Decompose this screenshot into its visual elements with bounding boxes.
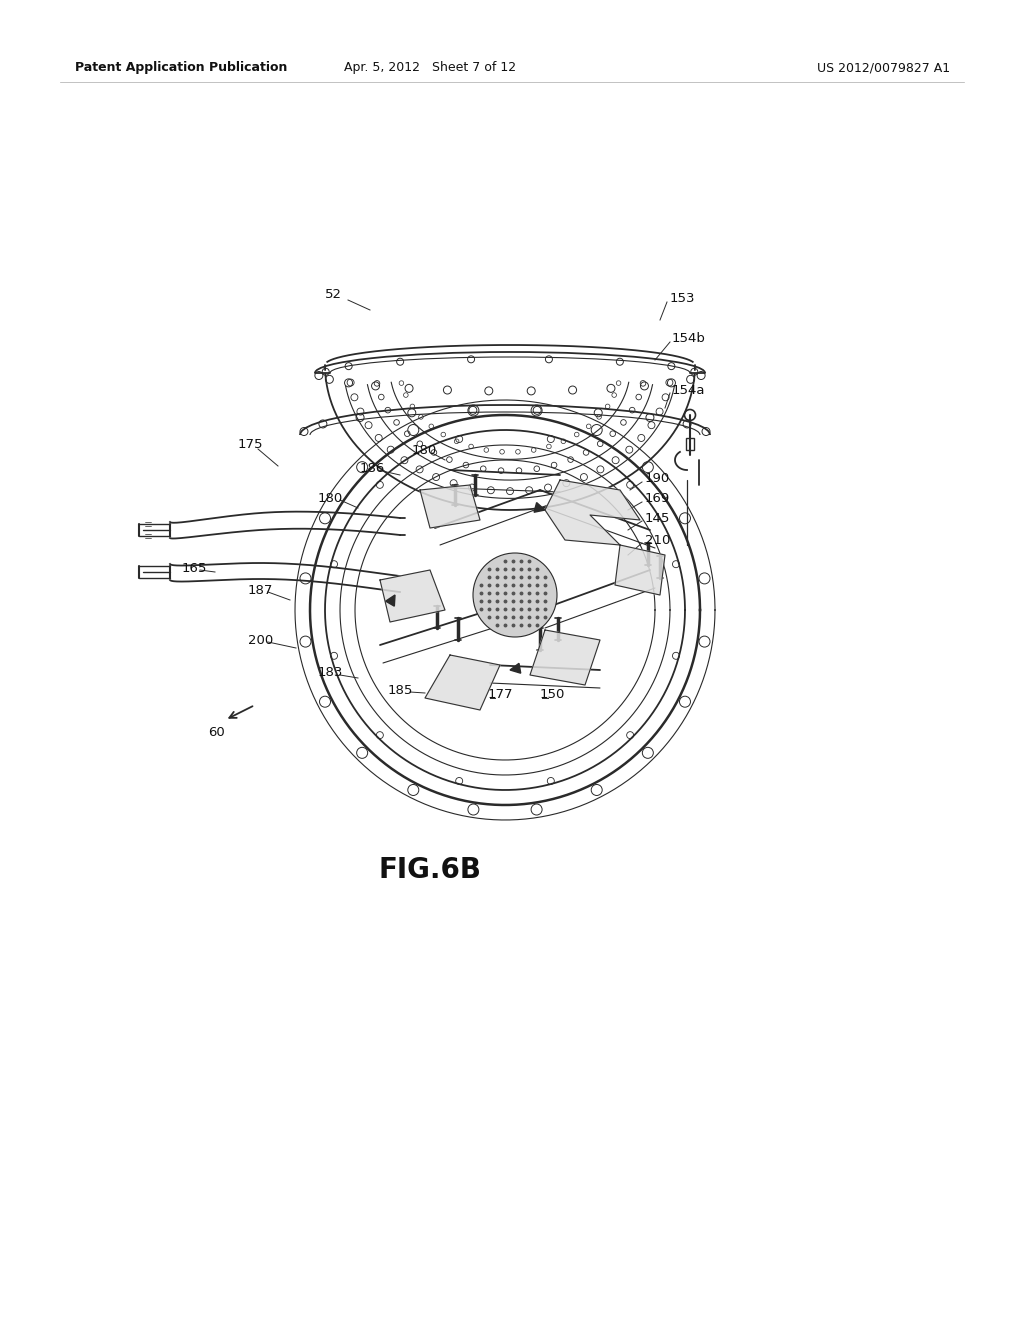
Circle shape (473, 553, 557, 638)
Text: 183: 183 (318, 665, 343, 678)
Text: 186: 186 (360, 462, 385, 474)
Text: 150: 150 (540, 689, 565, 701)
Text: US 2012/0079827 A1: US 2012/0079827 A1 (817, 62, 950, 74)
Text: 153: 153 (670, 292, 695, 305)
Text: 210: 210 (645, 533, 671, 546)
Text: 145: 145 (645, 511, 671, 524)
Text: 52: 52 (325, 289, 342, 301)
Text: 180: 180 (318, 491, 343, 504)
Text: 169: 169 (645, 491, 671, 504)
Polygon shape (615, 545, 665, 595)
Polygon shape (545, 480, 640, 545)
Polygon shape (386, 595, 395, 606)
Text: 154a: 154a (672, 384, 706, 396)
Text: 200: 200 (248, 634, 273, 647)
Text: Patent Application Publication: Patent Application Publication (75, 62, 288, 74)
Text: FIG.6B: FIG.6B (379, 855, 481, 884)
Text: 60: 60 (208, 726, 224, 738)
Text: 185: 185 (388, 684, 414, 697)
Text: 180: 180 (412, 444, 437, 457)
Polygon shape (530, 630, 600, 685)
Polygon shape (535, 503, 545, 512)
Text: 190: 190 (645, 471, 671, 484)
Text: 177: 177 (488, 689, 513, 701)
Text: 165: 165 (182, 561, 208, 574)
Text: 187: 187 (248, 583, 273, 597)
Polygon shape (380, 570, 445, 622)
Polygon shape (420, 484, 480, 528)
Text: 175: 175 (238, 438, 263, 451)
Text: Apr. 5, 2012   Sheet 7 of 12: Apr. 5, 2012 Sheet 7 of 12 (344, 62, 516, 74)
Polygon shape (425, 655, 500, 710)
Polygon shape (510, 664, 521, 673)
Text: 154b: 154b (672, 331, 706, 345)
